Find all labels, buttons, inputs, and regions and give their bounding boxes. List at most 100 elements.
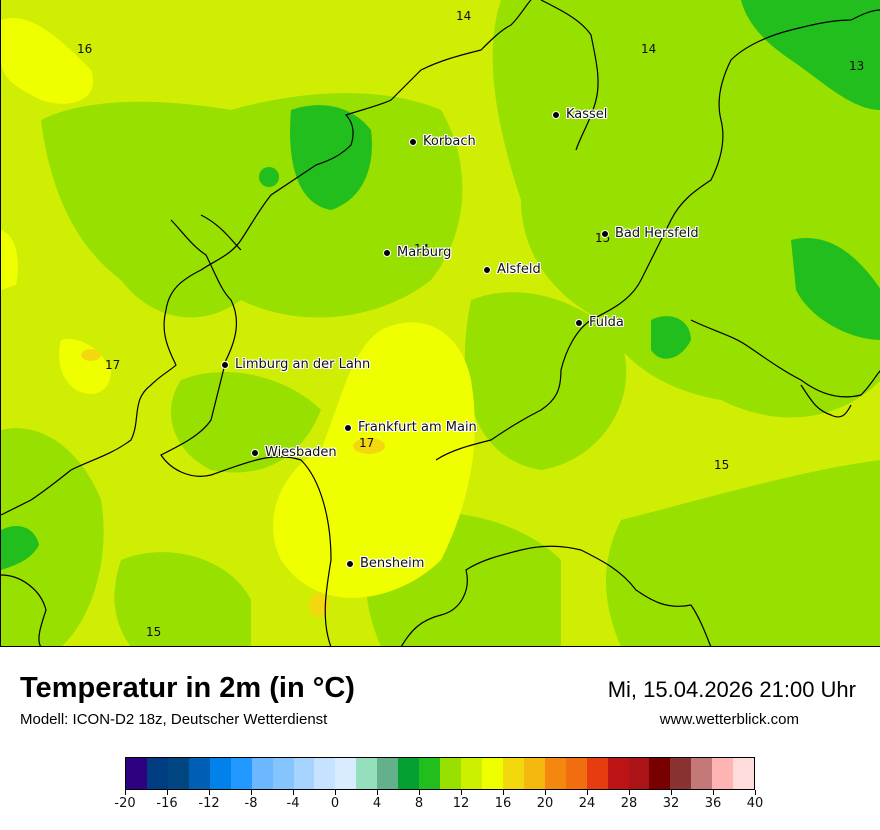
map-value-label: 14 [456, 9, 472, 23]
map-value-label: 17 [359, 436, 375, 450]
model-info: Modell: ICON-D2 18z, Deutscher Wetterdie… [20, 711, 328, 728]
colorbar-segment [230, 758, 252, 789]
colorbar-tick [250, 790, 252, 795]
city-bad-hersfeld: Bad Hersfeld [601, 226, 699, 241]
city-bensheim: Bensheim [346, 556, 424, 571]
colorbar-tick-label: 0 [330, 796, 340, 811]
colorbar-tick [418, 790, 420, 795]
city-label: Kassel [566, 107, 608, 122]
colorbar-tick [754, 790, 756, 795]
colorbar-segment [335, 758, 357, 789]
colorbar-tick [208, 790, 210, 795]
colorbar-segment [565, 758, 587, 789]
colorbar-segment [126, 758, 147, 789]
colorbar-segment [544, 758, 566, 789]
city-label: Fulda [589, 315, 624, 330]
map-value-label: 15 [146, 625, 162, 639]
city-wiesbaden: Wiesbaden [251, 445, 337, 460]
city-marburg: Marburg [383, 245, 451, 260]
colorbar-tick-label: 28 [620, 796, 638, 811]
city-label: Alsfeld [497, 262, 541, 277]
city-label: Frankfurt am Main [358, 420, 477, 435]
temperature-field [1, 0, 880, 646]
colorbar-tick [502, 790, 504, 795]
colorbar [125, 757, 755, 790]
city-fulda: Fulda [575, 315, 624, 330]
colorbar-segment [502, 758, 524, 789]
colorbar-segment [272, 758, 294, 789]
colorbar-segment [188, 758, 210, 789]
city-label: Bad Hersfeld [615, 226, 699, 241]
colorbar-tick [670, 790, 672, 795]
map-value-label: 14 [414, 242, 430, 256]
colorbar-tick [628, 790, 630, 795]
valid-datetime: Mi, 15.04.2026 21:00 Uhr [607, 677, 856, 702]
colorbar-segment [314, 758, 336, 789]
city-marker-icon [552, 110, 560, 119]
colorbar-segment [209, 758, 231, 789]
colorbar-segment [356, 758, 378, 789]
colorbar-tick [460, 790, 462, 795]
colorbar-tick-label: 4 [372, 796, 382, 811]
temperature-map: 14 16 14 13 14 15 17 17 15 15 Kassel Kor… [0, 0, 880, 647]
city-marker-icon [221, 360, 229, 369]
city-marker-icon [601, 229, 609, 238]
colorbar-tick [292, 790, 294, 795]
colorbar-segment [607, 758, 629, 789]
colorbar-segment [586, 758, 608, 789]
colorbar-tick [376, 790, 378, 795]
colorbar-tick-label: 24 [578, 796, 596, 811]
website-link[interactable]: www.wetterblick.com [659, 711, 799, 728]
city-label: Bensheim [360, 556, 425, 571]
city-label: Marburg [397, 245, 452, 260]
colorbar-ticks: -20 -16 -12 -8 -4 0 4 8 12 16 20 24 28 32 36 40 [114, 790, 763, 820]
colorbar-tick-label: 36 [704, 796, 722, 811]
colorbar-tick-label: -12 [198, 796, 220, 811]
map-value-label: 17 [105, 358, 121, 372]
colorbar-segment [419, 758, 441, 789]
colorbar-tick [166, 790, 168, 795]
city-label: Wiesbaden [265, 445, 337, 460]
colorbar-segment [167, 758, 189, 789]
colorbar-segment [377, 758, 399, 789]
colorbar-segment [523, 758, 545, 789]
map-value-label: 15 [714, 458, 730, 472]
colorbar-segment [481, 758, 503, 789]
colorbar-tick-label: -20 [114, 796, 136, 811]
city-marker-icon [251, 448, 259, 457]
colorbar-segment [691, 758, 713, 789]
city-marker-icon [344, 423, 352, 432]
colorbar-tick-label: 20 [536, 796, 554, 811]
colorbar-tick-label: 8 [414, 796, 424, 811]
city-kassel: Kassel [552, 107, 607, 122]
colorbar-tick-label: -8 [244, 796, 258, 811]
colorbar-tick-label: 12 [452, 796, 470, 811]
city-label: Korbach [423, 134, 476, 149]
colorbar-tick-label: 40 [746, 796, 764, 811]
city-frankfurt: Frankfurt am Main [344, 420, 477, 435]
colorbar-segment [251, 758, 273, 789]
map-value-label: 16 [77, 42, 93, 56]
colorbar-tick-label: 32 [662, 796, 680, 811]
colorbar-segment [733, 758, 755, 789]
map-value-label: 14 [641, 42, 657, 56]
colorbar-tick [124, 790, 126, 795]
colorbar-segment [649, 758, 671, 789]
city-label: Limburg an der Lahn [235, 357, 371, 372]
city-marker-icon [575, 318, 583, 327]
colorbar-tick [586, 790, 588, 795]
colorbar-tick [544, 790, 546, 795]
colorbar-segment [440, 758, 461, 789]
colorbar-tick-label: 16 [494, 796, 512, 811]
colorbar-segment [293, 758, 315, 789]
city-marker-icon [346, 559, 354, 568]
city-marker-icon [383, 248, 391, 257]
city-korbach: Korbach [409, 134, 476, 149]
colorbar-tick-label: -16 [156, 796, 178, 811]
colorbar-tick [712, 790, 714, 795]
chart-title: Temperatur in 2m (in °C) [20, 672, 355, 704]
city-limburg: Limburg an der Lahn [221, 357, 370, 372]
colorbar-segment [398, 758, 420, 789]
city-marker-icon [409, 137, 417, 146]
city-marker-icon [483, 265, 491, 274]
